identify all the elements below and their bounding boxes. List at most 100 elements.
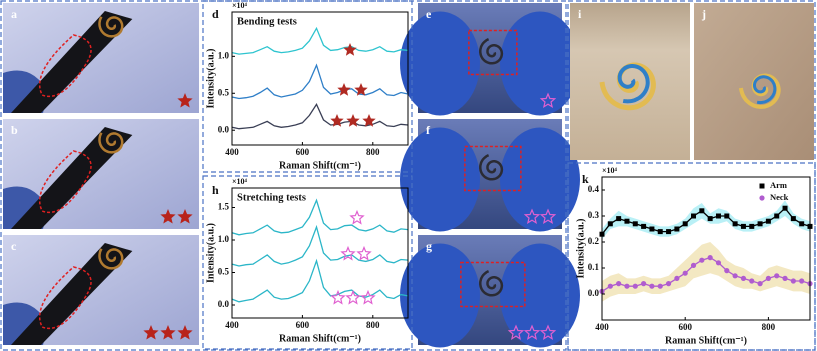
x-axis-label: Raman Shift(cm⁻¹) bbox=[665, 335, 747, 346]
marker bbox=[707, 255, 713, 261]
star bbox=[523, 208, 541, 224]
tweezers bbox=[11, 11, 133, 113]
star bbox=[160, 325, 176, 340]
marker bbox=[657, 229, 663, 235]
x-tick-label: 400 bbox=[595, 322, 609, 332]
scale-label: ×10⁴ bbox=[602, 166, 618, 175]
star bbox=[343, 43, 357, 56]
panel-label: k bbox=[582, 172, 589, 186]
y-axis-label: Intensity(a.u.) bbox=[205, 48, 216, 108]
star bbox=[539, 324, 557, 340]
plot-frame bbox=[231, 11, 409, 146]
y-tick-label: 0.0 bbox=[588, 288, 600, 298]
star bbox=[354, 83, 368, 96]
star bbox=[346, 114, 360, 127]
marker bbox=[799, 278, 805, 284]
panel-label: f bbox=[426, 123, 431, 137]
star bbox=[523, 324, 541, 340]
sensor bbox=[98, 248, 124, 270]
sensor bbox=[479, 38, 504, 65]
marker bbox=[607, 283, 613, 289]
marker bbox=[749, 278, 755, 284]
y-tick-label: 1.5 bbox=[218, 202, 230, 212]
group-frame bbox=[202, 175, 413, 350]
scale-label: ×10⁴ bbox=[232, 1, 248, 10]
photo bbox=[570, 3, 690, 160]
marker bbox=[740, 275, 747, 281]
marker bbox=[632, 221, 638, 227]
x-axis-label: Raman Shift(cm⁻¹) bbox=[279, 333, 361, 344]
series-line bbox=[231, 26, 409, 55]
marker bbox=[790, 216, 796, 222]
y-axis-label: Intensity(a.u.) bbox=[205, 223, 216, 283]
marker bbox=[682, 270, 688, 276]
x-tick-label: 400 bbox=[225, 320, 239, 330]
marker bbox=[765, 218, 771, 224]
panel-label: c bbox=[11, 239, 17, 253]
marker bbox=[790, 278, 796, 284]
panel-label: j bbox=[701, 7, 706, 21]
marker bbox=[624, 283, 630, 289]
outline bbox=[38, 34, 92, 98]
star bbox=[177, 93, 193, 108]
marker bbox=[624, 218, 630, 224]
marker bbox=[715, 213, 721, 219]
star bbox=[177, 325, 193, 340]
scale-label: ×10⁴ bbox=[232, 177, 248, 186]
panel-label: a bbox=[11, 7, 17, 21]
outline bbox=[468, 29, 518, 76]
marker bbox=[641, 281, 647, 287]
marker bbox=[799, 221, 805, 227]
tweezers bbox=[11, 243, 133, 345]
x-tick-label: 800 bbox=[366, 147, 380, 157]
plot-frame bbox=[231, 187, 409, 319]
marker bbox=[765, 275, 772, 281]
marker bbox=[691, 213, 697, 219]
panel-label: g bbox=[426, 239, 432, 253]
series-line bbox=[231, 103, 409, 130]
marker bbox=[757, 281, 763, 287]
outline bbox=[38, 150, 92, 214]
y-tick-label: 0.5 bbox=[218, 267, 230, 277]
series-line bbox=[231, 258, 409, 303]
marker bbox=[707, 216, 713, 222]
star bbox=[143, 325, 159, 340]
glove bbox=[400, 11, 480, 116]
sensor bbox=[617, 64, 650, 104]
marker bbox=[724, 268, 730, 274]
y-tick-label: 0.4 bbox=[588, 184, 600, 194]
legend-swatch bbox=[759, 183, 765, 189]
chart-title: Bending tests bbox=[237, 16, 297, 27]
glove bbox=[500, 11, 580, 116]
marker bbox=[641, 223, 647, 229]
x-tick-label: 600 bbox=[678, 322, 692, 332]
x-tick-label: 800 bbox=[762, 322, 776, 332]
sensor bbox=[479, 270, 504, 297]
glove bbox=[500, 243, 580, 348]
star bbox=[507, 324, 525, 340]
marker bbox=[649, 226, 655, 232]
y-tick-label: 0.0 bbox=[218, 299, 230, 309]
marker bbox=[757, 221, 763, 227]
panel-label: b bbox=[11, 123, 18, 137]
legend-label: Neck bbox=[770, 192, 789, 202]
x-axis-label: Raman Shift(cm⁻¹) bbox=[279, 160, 361, 171]
series-line bbox=[231, 198, 409, 236]
marker bbox=[616, 281, 622, 287]
star bbox=[345, 289, 361, 305]
sensor bbox=[98, 16, 124, 38]
marker bbox=[715, 260, 722, 266]
marker bbox=[665, 281, 672, 287]
star bbox=[330, 289, 346, 305]
x-tick-label: 600 bbox=[296, 147, 310, 157]
marker bbox=[690, 262, 697, 268]
error-band bbox=[602, 242, 810, 302]
y-tick-label: 1.0 bbox=[218, 50, 230, 60]
x-tick-label: 600 bbox=[296, 320, 310, 330]
glove bbox=[400, 127, 480, 232]
group-frame bbox=[567, 0, 816, 351]
y-tick-label: 0.0 bbox=[218, 124, 230, 134]
marker bbox=[740, 223, 746, 229]
panel-label: e bbox=[426, 7, 432, 21]
